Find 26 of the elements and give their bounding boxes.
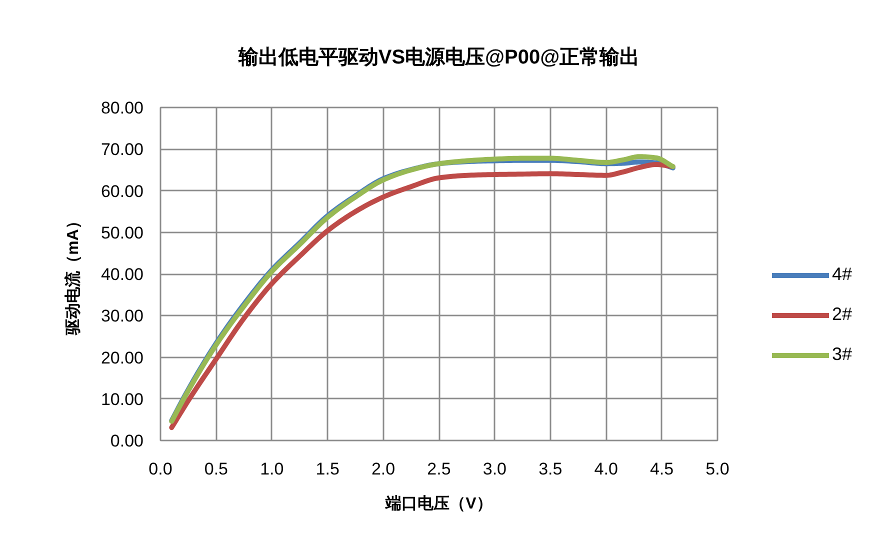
legend-label: 4# (832, 264, 852, 285)
x-tick-label: 5.0 (706, 460, 730, 478)
y-tick-label: 80.00 (100, 98, 144, 118)
y-tick-label: 30.00 (100, 306, 144, 326)
y-tick-label: 10.00 (100, 390, 144, 409)
y-tick-label: 0.00 (110, 432, 144, 450)
y-tick-label: 70.00 (100, 140, 144, 160)
chart-title: 输出低电平驱动VS电源电压@P00@正常输出 (237, 46, 640, 68)
x-tick-label: 4.5 (650, 460, 674, 478)
legend-label: 3# (832, 344, 852, 365)
y-axis-title: 驱动电流（mA） (62, 213, 82, 336)
y-tick-label: 20.00 (100, 348, 144, 368)
x-tick-label: 3.0 (482, 460, 507, 478)
x-tick-label: 3.5 (538, 460, 562, 478)
y-tick-label: 40.00 (100, 265, 144, 284)
x-tick-label: 0.0 (148, 460, 172, 478)
x-axis-title: 端口电压（V） (384, 494, 492, 512)
x-tick-label: 1.0 (260, 460, 284, 478)
y-tick-label: 60.00 (100, 182, 144, 201)
x-tick-label: 4.0 (594, 460, 618, 478)
y-tick-label: 50.00 (100, 223, 144, 242)
x-tick-label: 1.5 (316, 460, 340, 478)
x-tick-label: 0.5 (204, 460, 228, 478)
x-tick-label: 2.5 (427, 460, 451, 478)
legend-label: 2# (832, 304, 852, 325)
x-tick-label: 2.0 (371, 460, 396, 478)
